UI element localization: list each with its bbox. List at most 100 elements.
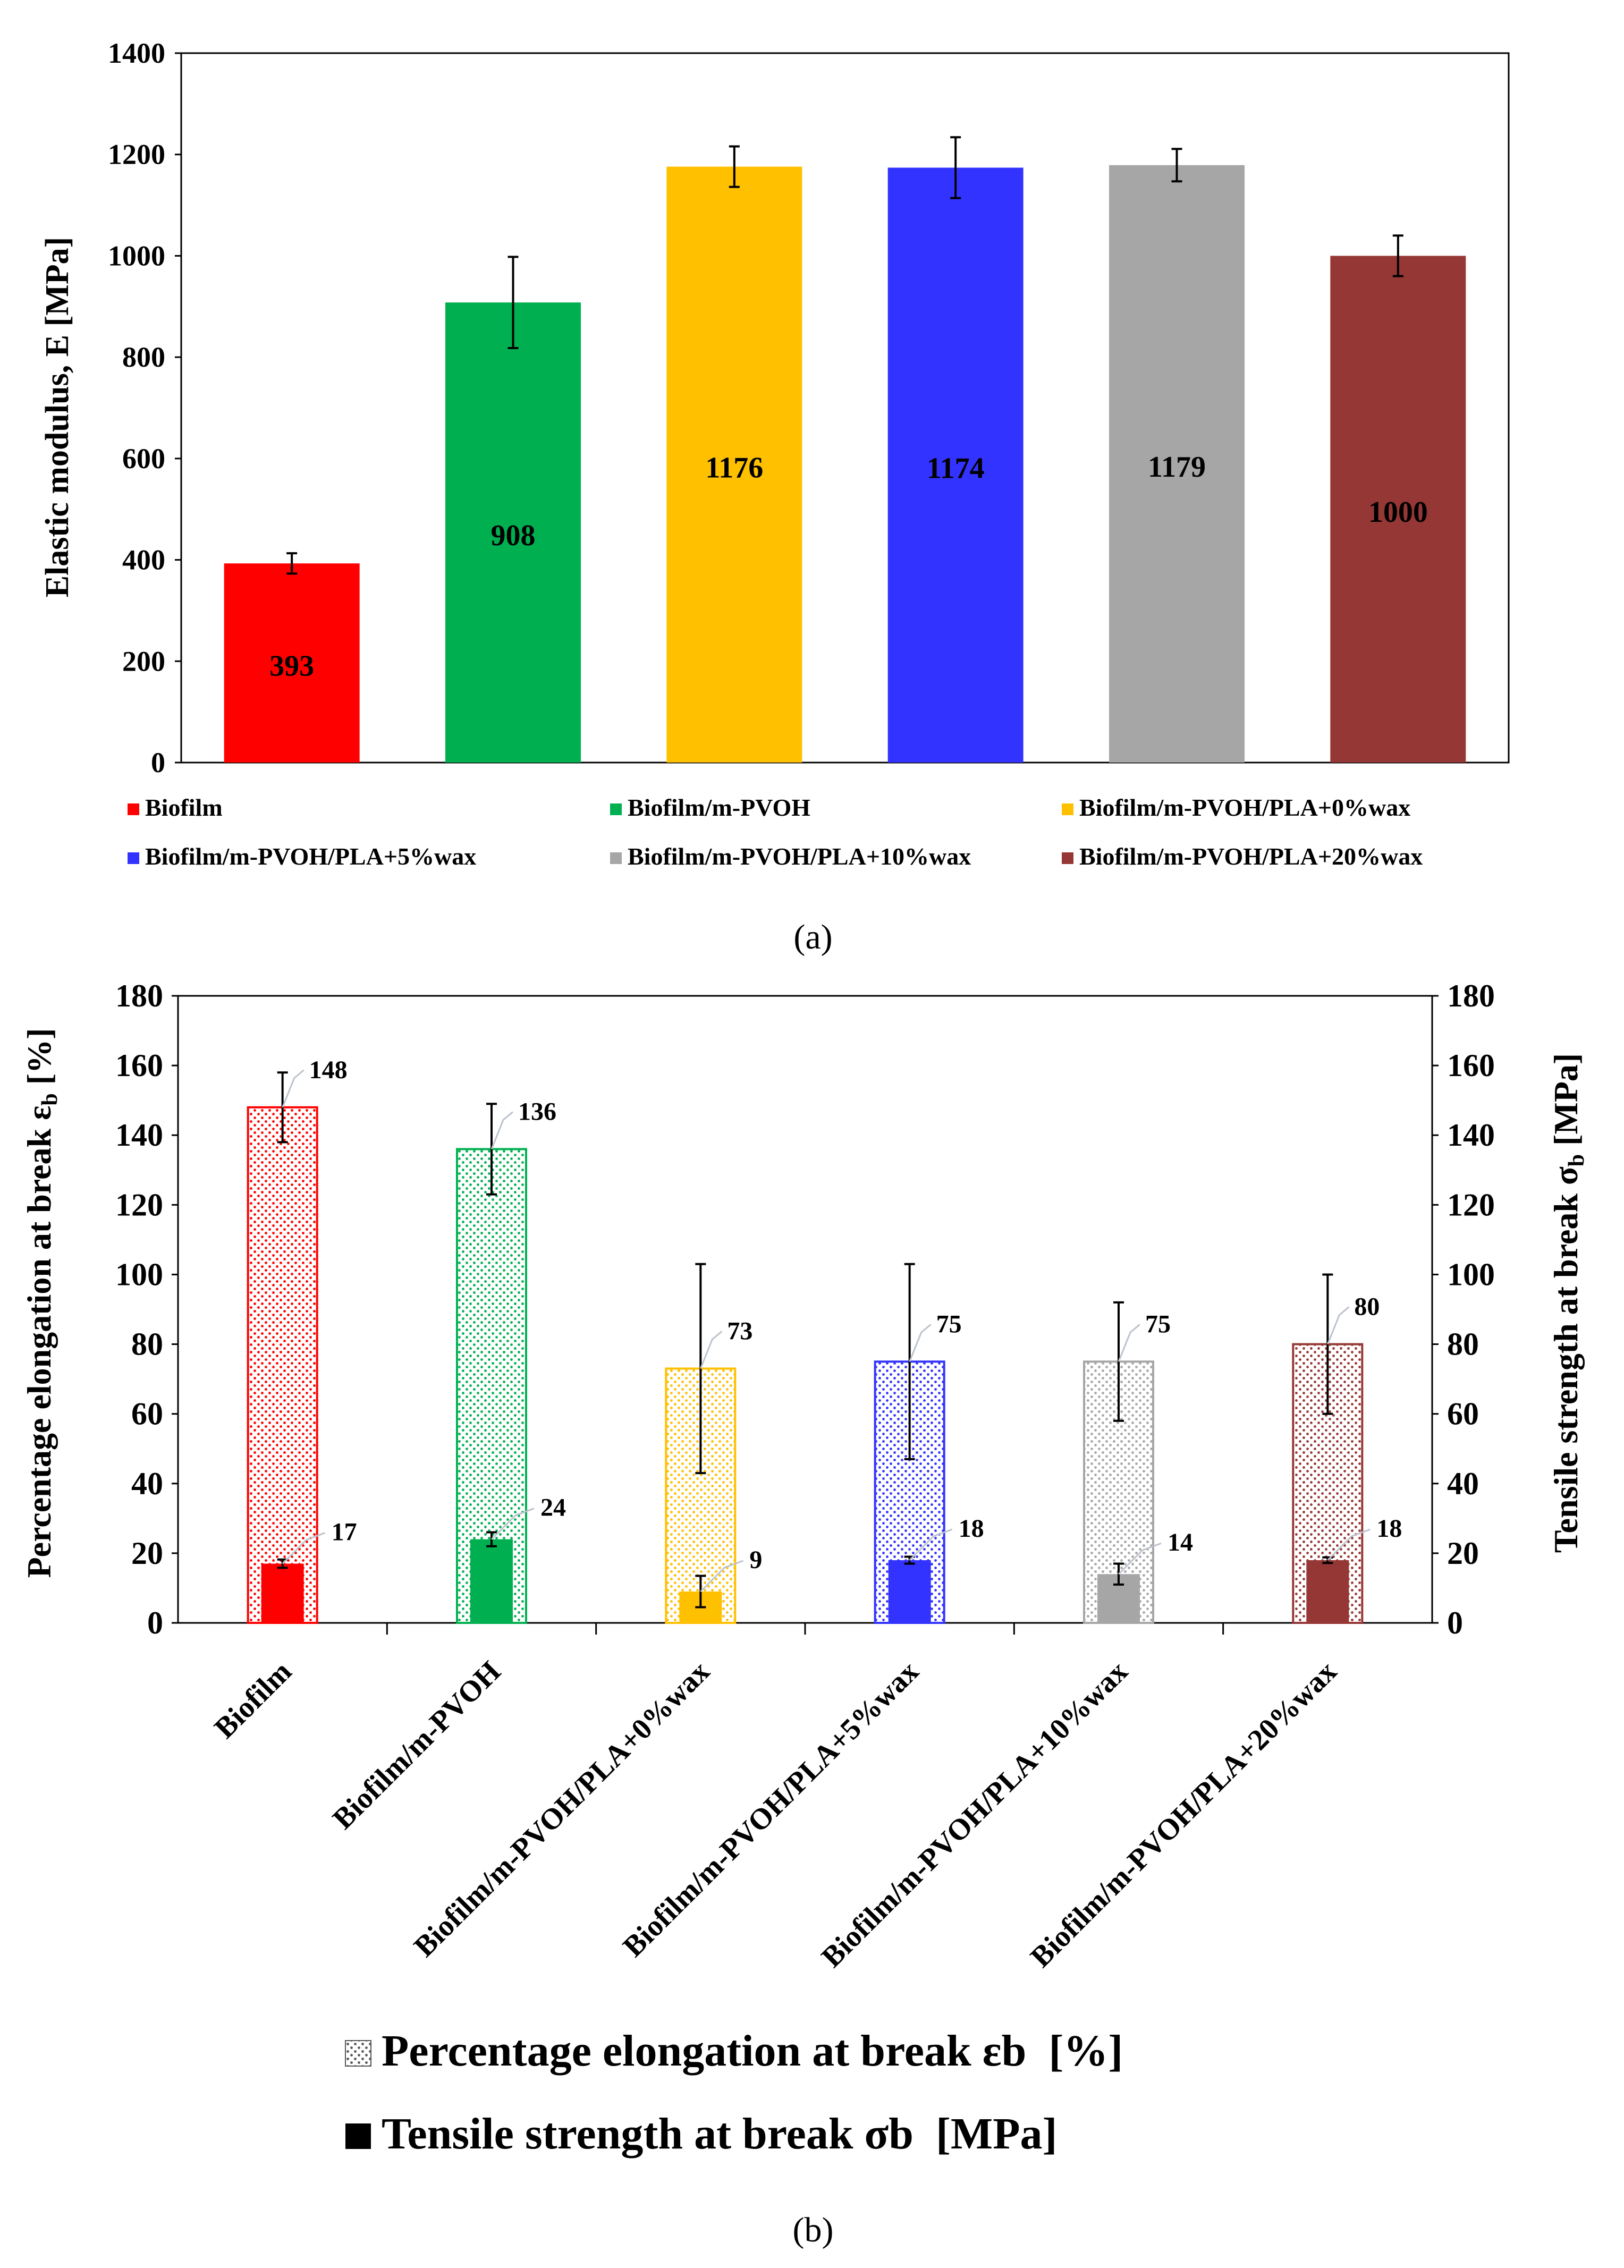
panel-b-tensile-label-biofilm-m-pvoh-pla-5-wax: 18	[959, 1514, 984, 1543]
panel-b-tensile-label-biofilm-m-pvoh-pla-10-wax: 14	[1168, 1528, 1193, 1556]
legend-label-biofilm: Biofilm	[145, 794, 223, 821]
panel-a-errorbar-biofilm-m-pvoh-pla-0-wax	[729, 145, 740, 188]
left-ylabel-sub: b	[38, 1093, 62, 1105]
panel-b-tensile-label-biofilm-m-pvoh-pla-20-wax: 18	[1376, 1514, 1402, 1543]
panel-b-left-ytick-label: 100	[115, 1257, 163, 1292]
left-ylabel-main: Percentage elongation at break ε	[20, 1106, 58, 1578]
panel-a-legend: Biofilm Biofilm/m-PVOH Biofilm/m-PVOH/PL…	[128, 794, 1423, 870]
legend-item-biofilm: Biofilm	[128, 794, 223, 821]
panel-b-elongation-label-biofilm-m-pvoh-pla-5-wax: 75	[936, 1310, 962, 1338]
panel-b-left-y-axis: 0 20 40 60 80 100 120 140 160 180	[115, 978, 178, 1640]
panel-a-bar-biofilm-m-pvoh-pla-0-wax	[666, 166, 802, 763]
panel-a-data-label-biofilm-m-pvoh-pla-20-wax: 1000	[1368, 496, 1428, 529]
panel-b-right-y-axis: 0 20 40 60 80 100 120 140 160 180	[1432, 978, 1495, 1640]
panel-a-ytick-label: 400	[122, 544, 165, 576]
panel-b-elongation-errorbar-biofilm-m-pvoh-pla-10-wax	[1113, 1301, 1124, 1422]
panel-b-elongation-leader-biofilm-m-pvoh-pla-20-wax	[1326, 1306, 1350, 1345]
panel-a-plot-frame	[180, 52, 1510, 764]
panel-b-tensile-leader-biofilm-m-pvoh-pla-5-wax	[909, 1528, 953, 1561]
panel-b-bars: 148 17 136 24 73 9 75 18 75 14 80 18	[247, 1056, 1402, 1624]
panel-b-elongation-leader-biofilm-m-pvoh-pla-10-wax	[1118, 1324, 1140, 1362]
panel-b-left-ytick-label: 180	[115, 978, 163, 1013]
legend-swatch-pla-5-wax	[128, 852, 139, 864]
panel-b-chart: Percentage elongation at break εb [%] Te…	[20, 978, 1589, 2249]
panel-b-elongation-label-biofilm-m-pvoh-pla-20-wax: 80	[1354, 1293, 1380, 1321]
panel-b-x-axis-labels: Biofilm Biofilm/m-PVOHBiofilm/m-PVOH/PLA+…	[208, 1655, 1343, 1974]
panel-b-category-dividers	[386, 1623, 1224, 1635]
panel-a-data-label-biofilm-m-pvoh: 908	[491, 519, 536, 552]
panel-b-caption: (b)	[793, 2211, 834, 2249]
legend-swatch-pla-10-wax	[610, 852, 622, 864]
legend-swatch-elongation	[345, 2040, 371, 2067]
legend-item-pla-0-wax: Biofilm/m-PVOH/PLA+0%wax	[1062, 794, 1410, 821]
panel-b-left-ytick-label: 40	[131, 1466, 163, 1501]
panel-a-bar-biofilm	[224, 563, 360, 763]
panel-b-tensile-leader-biofilm	[282, 1532, 326, 1564]
panel-a-data-label-biofilm-m-pvoh-pla-10-wax: 1179	[1148, 451, 1206, 484]
panel-a-errorbar-biofilm-m-pvoh	[508, 256, 519, 349]
panel-b-left-ytick-label: 60	[131, 1397, 163, 1432]
panel-b-elongation-leader-biofilm	[282, 1069, 304, 1108]
panel-b-tensile-bar-biofilm-m-pvoh	[470, 1539, 513, 1623]
legend-label-biofilm-m-pvoh: Biofilm/m-PVOH	[628, 794, 810, 821]
panel-a-ytick-label: 600	[122, 443, 165, 475]
legend-item-pla-20-wax: Biofilm/m-PVOH/PLA+20%wax	[1062, 843, 1423, 870]
panel-b-tensile-bar-biofilm-m-pvoh-pla-5-wax	[888, 1560, 931, 1623]
legend-item-tensile: Tensile strength at break σb [MPa]	[345, 2109, 1057, 2159]
panel-b-elongation-bar-biofilm	[247, 1106, 318, 1624]
panel-a-errorbar-biofilm-m-pvoh-pla-10-wax	[1171, 148, 1182, 183]
panel-b-right-ytick-label: 100	[1447, 1257, 1495, 1292]
panel-b-elongation-label-biofilm: 148	[309, 1056, 348, 1084]
legend-swatch-tensile	[345, 2123, 371, 2149]
legend-item-elongation: Percentage elongation at break εb [%]	[345, 2026, 1123, 2076]
panel-a-errorbar-biofilm	[286, 552, 298, 575]
panel-b-right-ytick-label: 20	[1447, 1536, 1479, 1571]
panel-b-legend: Percentage elongation at break εb [%] Te…	[345, 2026, 1123, 2159]
panel-b-elongation-leader-biofilm-m-pvoh-pla-5-wax	[909, 1324, 932, 1362]
panel-b-right-ytick-label: 140	[1447, 1118, 1495, 1153]
panel-b-tensile-bar-biofilm-m-pvoh-pla-20-wax	[1306, 1560, 1349, 1623]
legend-item-pla-5-wax: Biofilm/m-PVOH/PLA+5%wax	[128, 843, 476, 870]
panel-a-y-axis: 0 200 400 600 800 1000 1200 1400	[108, 37, 181, 778]
panel-a-bar-biofilm-m-pvoh-pla-10-wax	[1109, 165, 1245, 763]
legend-swatch-biofilm	[128, 803, 139, 815]
panel-b-plot-frame	[177, 995, 1433, 1624]
panel-b-tensile-label-biofilm: 17	[332, 1518, 357, 1546]
panel-b-right-ytick-label: 40	[1447, 1466, 1479, 1501]
panel-b-right-ytick-label: 160	[1447, 1048, 1495, 1083]
legend-item-pla-10-wax: Biofilm/m-PVOH/PLA+10%wax	[610, 843, 971, 870]
legend-swatch-pla-20-wax	[1062, 852, 1073, 864]
panel-b-right-ytick-label: 60	[1447, 1397, 1479, 1432]
left-ylabel-unit: [%]	[20, 1028, 58, 1094]
panel-b-tensile-leader-biofilm-m-pvoh-pla-10-wax	[1118, 1542, 1162, 1575]
panel-a-bars: 393 908 1176 1174 1179 1000	[224, 136, 1466, 763]
legend-label-pla-10-wax: Biofilm/m-PVOH/PLA+10%wax	[628, 843, 971, 870]
panel-a-ytick-label: 800	[122, 341, 165, 373]
panel-b-tensile-leader-biofilm-m-pvoh-pla-0-wax	[700, 1560, 743, 1593]
panel-a-bar-biofilm-m-pvoh-pla-5-wax	[887, 167, 1024, 763]
legend-item-biofilm-m-pvoh: Biofilm/m-PVOH	[610, 794, 810, 821]
legend-label-pla-5-wax: Biofilm/m-PVOH/PLA+5%wax	[145, 843, 476, 870]
panel-b-elongation-label-biofilm-m-pvoh-pla-0-wax: 73	[727, 1317, 752, 1345]
right-ylabel-unit: [MPa]	[1547, 1053, 1585, 1154]
panel-b-xtick-label-biofilm: Biofilm	[208, 1655, 298, 1745]
panel-b-elongation-label-biofilm-m-pvoh: 136	[518, 1097, 556, 1125]
panel-b-right-ylabel: Tensile strength at break σb [MPa]	[1547, 1053, 1589, 1553]
panel-b-tensile-label-biofilm-m-pvoh: 24	[540, 1494, 566, 1522]
panel-a-ylabel: Elastic modulus, E [MPa]	[39, 237, 75, 598]
panel-b-tensile-label-biofilm-m-pvoh-pla-0-wax: 9	[749, 1546, 762, 1574]
panel-b-right-ytick-label: 180	[1447, 978, 1495, 1013]
legend-swatch-pla-0-wax	[1062, 803, 1073, 815]
panel-b-elongation-errorbar-biofilm-m-pvoh-pla-5-wax	[904, 1263, 915, 1460]
panel-b-tensile-bar-biofilm	[261, 1563, 304, 1623]
right-ylabel-main: Tensile strength at break σ	[1547, 1166, 1585, 1553]
legend-swatch-biofilm-m-pvoh	[610, 803, 622, 815]
panel-b-tensile-leader-biofilm-m-pvoh-pla-20-wax	[1327, 1528, 1371, 1561]
panel-b-tensile-leader-biofilm-m-pvoh	[490, 1508, 535, 1540]
panel-b-left-ytick-label: 20	[131, 1536, 163, 1571]
panel-b-left-ylabel: Percentage elongation at break εb [%]	[20, 1028, 62, 1578]
right-ylabel-sub: b	[1564, 1154, 1589, 1166]
panel-a-data-label-biofilm-m-pvoh-pla-5-wax: 1174	[927, 452, 985, 485]
panel-b-right-ytick-label: 0	[1447, 1605, 1463, 1640]
